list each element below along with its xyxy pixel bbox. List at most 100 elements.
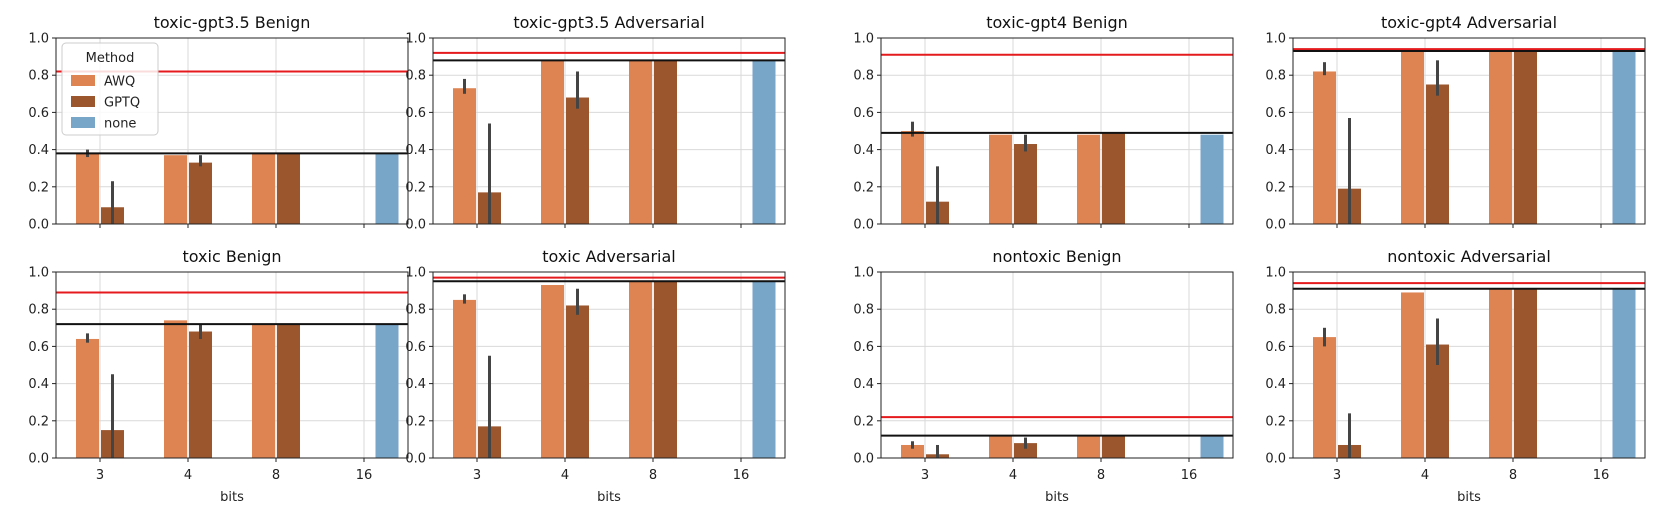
y-tick-label: 0.6 (28, 106, 49, 121)
x-tick-label: 8 (272, 468, 280, 483)
bar-awq-3 (1313, 71, 1336, 224)
bar-gptq-4 (1014, 443, 1037, 458)
legend-swatch-none (71, 117, 95, 128)
legend-swatch-gptq (71, 96, 95, 107)
y-tick-label: 0.0 (28, 218, 49, 233)
x-tick-label: 3 (473, 468, 481, 483)
bar-gptq-4 (566, 305, 589, 458)
plot-frame (432, 37, 786, 225)
bar-awq-3 (901, 444, 924, 458)
x-tick-label: 4 (1009, 468, 1017, 483)
y-tick-label: 0.2 (28, 180, 49, 195)
bar-awq-4 (989, 435, 1012, 458)
y-tick-label: 0.2 (853, 414, 874, 429)
legend-label-none: none (104, 117, 136, 132)
y-tick-label: 0.0 (405, 218, 426, 233)
x-axis-label: bits (1457, 490, 1481, 505)
x-tick-label: 8 (649, 468, 657, 483)
y-tick-label: 0.6 (853, 340, 874, 355)
y-tick-label: 0.2 (405, 414, 426, 429)
bar-none-16 (1612, 51, 1636, 224)
bar-gptq-4 (189, 331, 212, 458)
bar-awq-8 (1489, 288, 1512, 458)
y-tick-label: 0.8 (1265, 303, 1286, 318)
x-tick-label: 16 (1593, 468, 1610, 483)
y-tick-label: 0.0 (1265, 452, 1286, 467)
bar-awq-8 (252, 153, 275, 224)
y-tick-label: 0.8 (853, 69, 874, 84)
y-tick-label: 1.0 (1265, 32, 1286, 47)
x-tick-label: 8 (1509, 468, 1517, 483)
bar-awq-3 (76, 338, 99, 458)
bar-awq-4 (541, 285, 564, 458)
y-tick-label: 0.6 (1265, 340, 1286, 355)
y-tick-label: 0.8 (1265, 69, 1286, 84)
x-tick-label: 3 (96, 468, 104, 483)
y-tick-label: 0.4 (28, 143, 49, 158)
y-tick-label: 1.0 (405, 32, 426, 47)
legend-label-awq: AWQ (104, 75, 135, 90)
bar-none-16 (1200, 435, 1224, 458)
bar-gptq-4 (189, 162, 212, 224)
y-tick-label: 0.0 (405, 452, 426, 467)
y-tick-label: 0.8 (405, 69, 426, 84)
subplot-1: 0.0 0.2 0.4 0.6 0.8 1.0 toxic-gpt3.5 Adversari… (405, 13, 786, 233)
y-tick-label: 0.2 (853, 180, 874, 195)
bar-awq-3 (76, 153, 99, 224)
legend-title: Method (86, 51, 135, 66)
bar-awq-8 (629, 281, 652, 458)
bar-none-16 (752, 281, 776, 458)
y-tick-label: 0.0 (28, 452, 49, 467)
y-tick-label: 0.4 (28, 377, 49, 392)
bar-awq-4 (989, 134, 1012, 224)
bar-gptq-4 (1426, 84, 1449, 224)
x-tick-label: 4 (1421, 468, 1429, 483)
bar-awq-4 (1401, 51, 1424, 224)
y-tick-label: 0.6 (28, 340, 49, 355)
bar-gptq-8 (1514, 288, 1537, 458)
y-tick-label: 0.2 (1265, 414, 1286, 429)
bar-none-16 (375, 153, 399, 224)
subplot-7: 0.0 0.2 0.4 0.6 0.8 1.0 3 4 8 16 bits nontoxic Adve… (1265, 247, 1646, 505)
bar-gptq-8 (1514, 51, 1537, 224)
bar-awq-8 (1489, 51, 1512, 224)
bar-awq-8 (1077, 134, 1100, 224)
subplot-title: toxic Adversarial (542, 247, 676, 266)
y-tick-label: 1.0 (853, 266, 874, 281)
x-axis-label: bits (220, 490, 244, 505)
y-tick-label: 0.4 (405, 143, 426, 158)
bar-gptq-8 (277, 324, 300, 458)
bar-none-16 (1612, 288, 1636, 458)
plot-frame (880, 37, 1234, 225)
y-tick-label: 0.4 (1265, 377, 1286, 392)
bar-gptq-4 (1014, 144, 1037, 224)
bar-none-16 (1200, 134, 1224, 224)
plot-frame (1292, 271, 1646, 459)
plot-frame (880, 271, 1234, 459)
bar-awq-4 (164, 320, 187, 458)
bar-gptq-4 (1426, 344, 1449, 458)
plot-frame (55, 271, 409, 459)
x-tick-label: 4 (561, 468, 569, 483)
y-tick-label: 0.0 (1265, 218, 1286, 233)
x-axis-label: bits (597, 490, 621, 505)
subplot-title: toxic Benign (182, 247, 281, 266)
y-tick-label: 0.6 (405, 340, 426, 355)
x-axis-label: bits (1045, 490, 1069, 505)
bar-awq-4 (541, 60, 564, 224)
bar-awq-8 (1077, 435, 1100, 458)
y-tick-label: 0.4 (853, 377, 874, 392)
x-tick-label: 16 (356, 468, 373, 483)
y-tick-label: 0.0 (853, 452, 874, 467)
x-tick-label: 3 (1333, 468, 1341, 483)
bar-gptq-8 (654, 281, 677, 458)
legend-label-gptq: GPTQ (104, 96, 140, 111)
subplot-3: 0.0 0.2 0.4 0.6 0.8 1.0 toxic-gpt4 Adversarial (1265, 13, 1646, 233)
y-tick-label: 0.8 (853, 303, 874, 318)
x-tick-label: 16 (1181, 468, 1198, 483)
subplot-4: 0.0 0.2 0.4 0.6 0.8 1.0 3 4 8 16 bits toxic Benign (28, 247, 409, 505)
legend-swatch-awq (71, 75, 95, 86)
subplot-title: nontoxic Benign (992, 247, 1121, 266)
plot-frame (432, 271, 786, 459)
bar-awq-3 (901, 131, 924, 224)
